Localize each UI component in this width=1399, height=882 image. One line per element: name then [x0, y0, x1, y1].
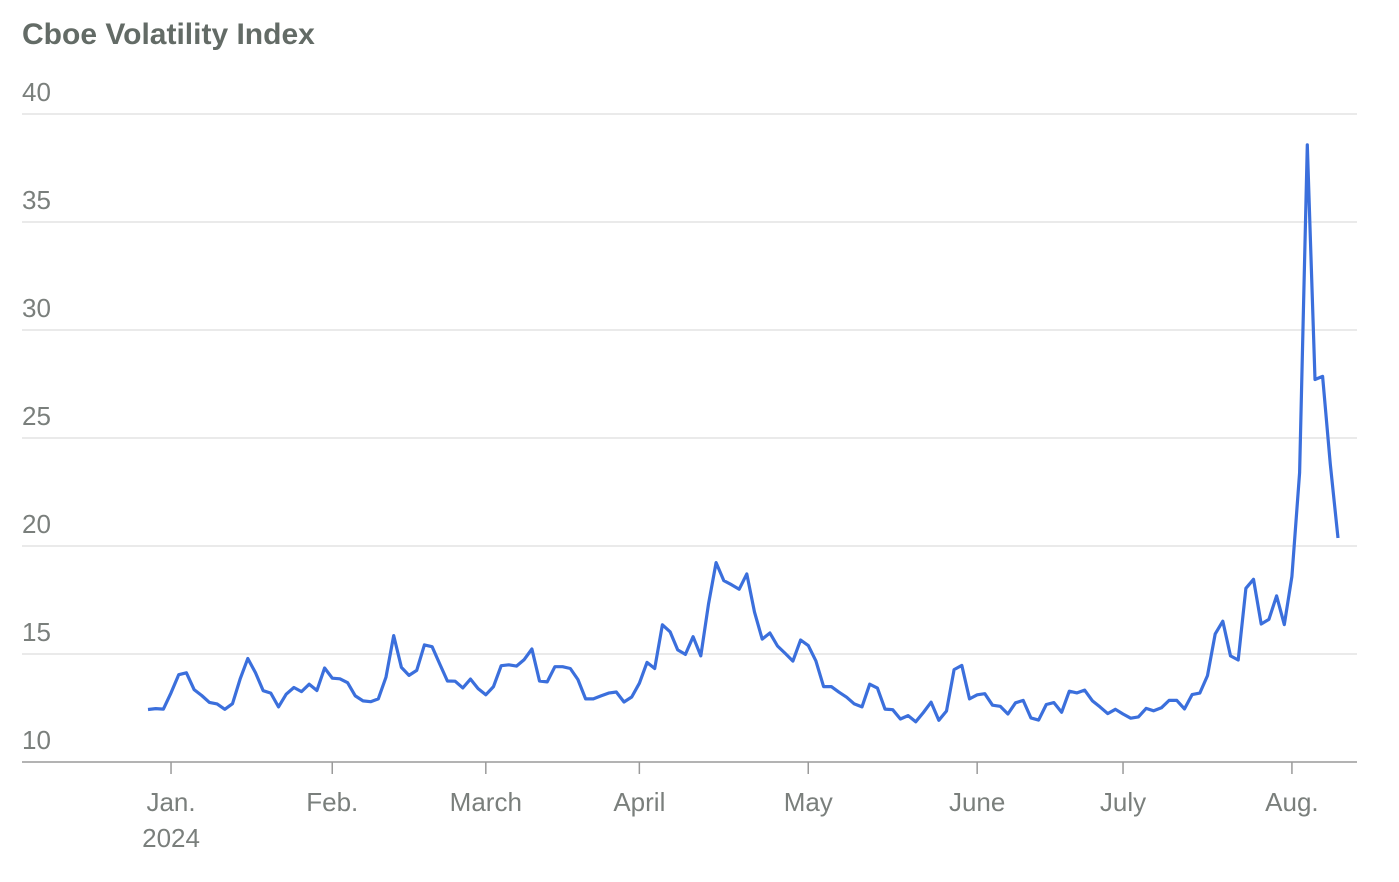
chart-title: Cboe Volatility Index — [22, 18, 315, 51]
y-tick-label: 20 — [22, 509, 51, 539]
y-tick-label: 10 — [22, 725, 51, 755]
y-tick-label: 35 — [22, 185, 51, 215]
x-tick-label: Aug. — [1265, 787, 1319, 817]
x-sublabel: 2024 — [142, 823, 200, 853]
y-tick-label: 40 — [22, 77, 51, 107]
x-tick-label: June — [949, 787, 1005, 817]
x-tick-label: May — [784, 787, 833, 817]
data-line — [147, 143, 1340, 724]
x-tick-label: March — [450, 787, 522, 817]
x-tick-label: July — [1100, 787, 1146, 817]
x-tick-label: Jan. — [146, 787, 195, 817]
y-tick-label: 30 — [22, 293, 51, 323]
y-tick-label: 25 — [22, 401, 51, 431]
y-tick-label: 15 — [22, 617, 51, 647]
x-tick-label: Feb. — [306, 787, 358, 817]
x-tick-label: April — [613, 787, 665, 817]
